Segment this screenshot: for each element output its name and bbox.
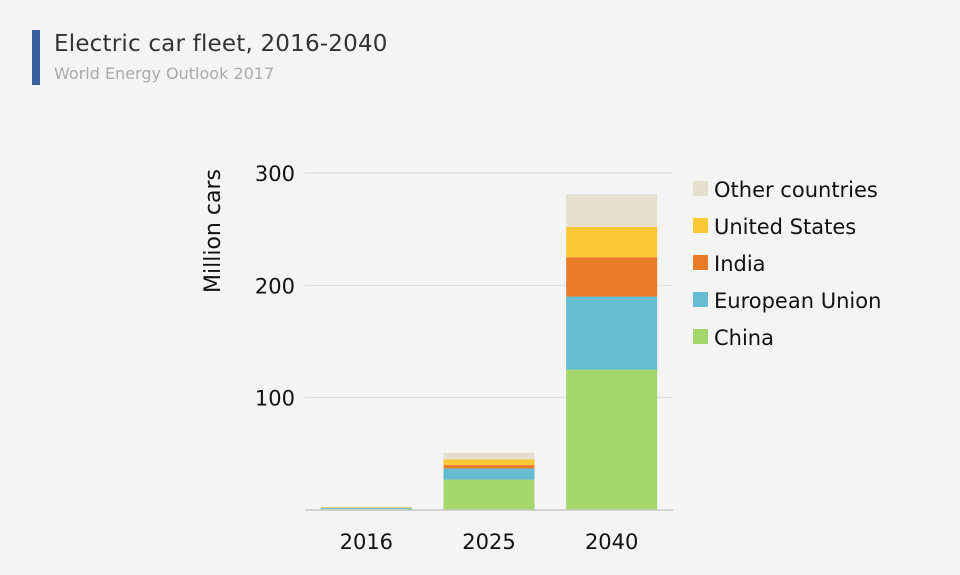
y-tick-label: 200 bbox=[255, 274, 295, 298]
x-tick-label: 2040 bbox=[585, 530, 638, 554]
y-axis-ticks: 100 200 300 bbox=[255, 162, 295, 411]
bar-segment-united-states-2040 bbox=[566, 226, 658, 258]
legend-swatch bbox=[693, 255, 708, 270]
title-accent-bar bbox=[32, 30, 40, 85]
x-tick-label: 2025 bbox=[462, 530, 515, 554]
y-tick-label: 100 bbox=[255, 387, 295, 411]
bar-segment-european-union-2025 bbox=[443, 468, 535, 480]
legend-label: United States bbox=[714, 215, 856, 239]
bars bbox=[320, 194, 658, 510]
x-axis-ticks: 2016 2025 2040 bbox=[340, 530, 639, 554]
x-tick-label: 2016 bbox=[340, 530, 393, 554]
bar-segment-united-states-2016 bbox=[320, 507, 412, 508]
bar-segment-india-2040 bbox=[566, 257, 658, 297]
legend-swatch bbox=[693, 329, 708, 344]
bar-segment-china-2040 bbox=[566, 369, 658, 510]
chart-title: Electric car fleet, 2016-2040 bbox=[54, 31, 388, 57]
bar-segment-other-countries-2016 bbox=[320, 506, 412, 508]
legend-label: China bbox=[714, 326, 774, 350]
legend-swatch bbox=[693, 292, 708, 307]
y-tick-label: 300 bbox=[255, 162, 295, 186]
chart-subtitle: World Energy Outlook 2017 bbox=[54, 64, 275, 83]
bar-segment-china-2025 bbox=[443, 479, 535, 510]
legend-swatch bbox=[693, 181, 708, 196]
legend-label: India bbox=[714, 252, 766, 276]
legend-swatch bbox=[693, 218, 708, 233]
y-axis-label: Million cars bbox=[201, 169, 226, 293]
legend-label: European Union bbox=[714, 289, 881, 313]
bar-segment-india-2025 bbox=[443, 465, 535, 469]
bar-segment-other-countries-2025 bbox=[443, 452, 535, 460]
legend: Other countries United States India Europea… bbox=[693, 178, 881, 350]
bar-segment-european-union-2016 bbox=[320, 507, 412, 509]
bar-segment-other-countries-2040 bbox=[566, 194, 658, 227]
bar-segment-european-union-2040 bbox=[566, 296, 658, 370]
legend-label: Other countries bbox=[714, 178, 878, 202]
bar-segment-united-states-2025 bbox=[443, 459, 535, 466]
